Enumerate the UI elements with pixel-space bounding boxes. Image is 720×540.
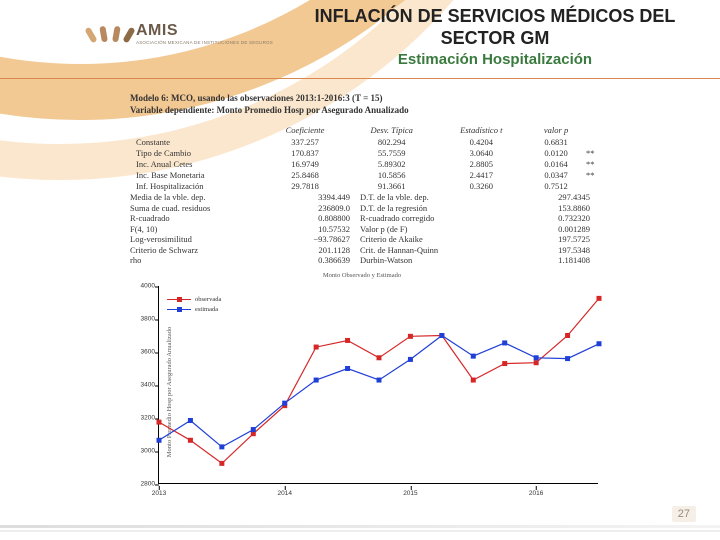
chart-series-svg [159, 286, 598, 483]
stat-value: 153.8860 [520, 203, 600, 213]
stat-value: 3394.449 [280, 192, 360, 202]
coef-col-header [130, 124, 263, 136]
coef-row: Tipo de Cambio170.83755.75593.06400.0120… [130, 147, 610, 158]
stat-value: 197.5348 [520, 245, 600, 255]
model-header-line-1: Modelo 6: MCO, usando las observaciones … [130, 92, 610, 104]
subtitle: Estimación Hospitalización [300, 51, 690, 68]
stat-value: 0.808800 [280, 213, 360, 223]
title-block: INFLACIÓN DE SERVICIOS MÉDICOS DEL SECTO… [300, 6, 690, 68]
stat-label: Durbin-Watson [360, 255, 520, 265]
stat-value: 236809.0 [280, 203, 360, 213]
stat-label: Valor p (de F) [360, 224, 520, 234]
logo: AMIS ASOCIACIÓN MEXICANA DE INSTITUCIONE… [92, 22, 273, 45]
y-tick: 2800 [123, 481, 155, 488]
coef-row: Inc. Base Monetaria25.846810.58562.44170… [130, 169, 610, 180]
x-tick: 2016 [529, 490, 543, 497]
stats-block: Media de la vble. dep.3394.449D.T. de la… [130, 192, 620, 265]
stat-label: R-cuadrado [130, 213, 280, 223]
logo-mark-icon [92, 26, 128, 42]
coef-col-header: Desv. Típica [347, 124, 437, 136]
title-line-2: SECTOR GM [300, 28, 690, 50]
footer-bar-2 [0, 530, 720, 532]
stat-label: Criterio de Akaike [360, 234, 520, 244]
stat-label: R-cuadrado corregido [360, 213, 520, 223]
stat-label: rho [130, 255, 280, 265]
coef-col-header: Estadístico t [437, 124, 527, 136]
coef-row: Inc. Anual Cetes16.97495.893022.88050.01… [130, 158, 610, 169]
y-tick: 4000 [123, 283, 155, 290]
x-tick: 2015 [403, 490, 417, 497]
y-tick: 3800 [123, 316, 155, 323]
footer-bar [0, 525, 720, 528]
stat-label: Crit. de Hannan-Quinn [360, 245, 520, 255]
title-line-1: INFLACIÓN DE SERVICIOS MÉDICOS DEL [300, 6, 690, 28]
model-header-line-2: Variable dependiente: Monto Promedio Hos… [130, 104, 610, 116]
stat-label: Media de la vble. dep. [130, 192, 280, 202]
chart-plot-area: observada estimada 280030003200340036003… [158, 286, 598, 484]
logo-text: AMIS [136, 22, 273, 40]
page-number: 27 [672, 506, 696, 522]
coef-row: Inf. Hospitalización29.781891.36610.3260… [130, 180, 610, 191]
header-divider [0, 78, 720, 79]
logo-subtext: ASOCIACIÓN MEXICANA DE INSTITUCIONES DE … [136, 40, 273, 45]
stat-value: 297.4345 [520, 192, 600, 202]
x-tick: 2013 [152, 490, 166, 497]
stat-label: D.T. de la vble. dep. [360, 192, 520, 202]
stat-label: Suma de cuad. residuos [130, 203, 280, 213]
stat-value: 197.5725 [520, 234, 600, 244]
stat-label: Criterio de Schwarz [130, 245, 280, 255]
coef-col-header: valor p [526, 124, 586, 136]
x-tick: 2014 [277, 490, 291, 497]
chart: Monto Observado y Estimado Monto Promedi… [112, 280, 612, 504]
y-tick: 3600 [123, 349, 155, 356]
stat-value: 1.181408 [520, 255, 600, 265]
stat-value: 0.732320 [520, 213, 600, 223]
stat-label: D.T. de la regresión [360, 203, 520, 213]
y-tick: 3400 [123, 382, 155, 389]
stat-value: 10.57532 [280, 224, 360, 234]
stat-value: −93.78627 [280, 234, 360, 244]
coefficients-table: CoeficienteDesv. TípicaEstadístico tvalo… [130, 124, 610, 191]
stat-value: 0.001289 [520, 224, 600, 234]
stat-label: F(4, 10) [130, 224, 280, 234]
model-header: Modelo 6: MCO, usando las observaciones … [130, 92, 610, 116]
chart-title: Monto Observado y Estimado [112, 272, 612, 279]
y-tick: 3200 [123, 415, 155, 422]
stat-label: Log-verosimilitud [130, 234, 280, 244]
y-tick: 3000 [123, 448, 155, 455]
coef-row: Constante337.257802.2940.42040.6831 [130, 136, 610, 147]
stat-value: 0.386639 [280, 255, 360, 265]
coef-col-header: Coeficiente [263, 124, 347, 136]
stat-value: 201.1128 [280, 245, 360, 255]
coef-col-header [586, 124, 610, 136]
slide: AMIS ASOCIACIÓN MEXICANA DE INSTITUCIONE… [0, 0, 720, 540]
model-block: Modelo 6: MCO, usando las observaciones … [130, 92, 610, 191]
